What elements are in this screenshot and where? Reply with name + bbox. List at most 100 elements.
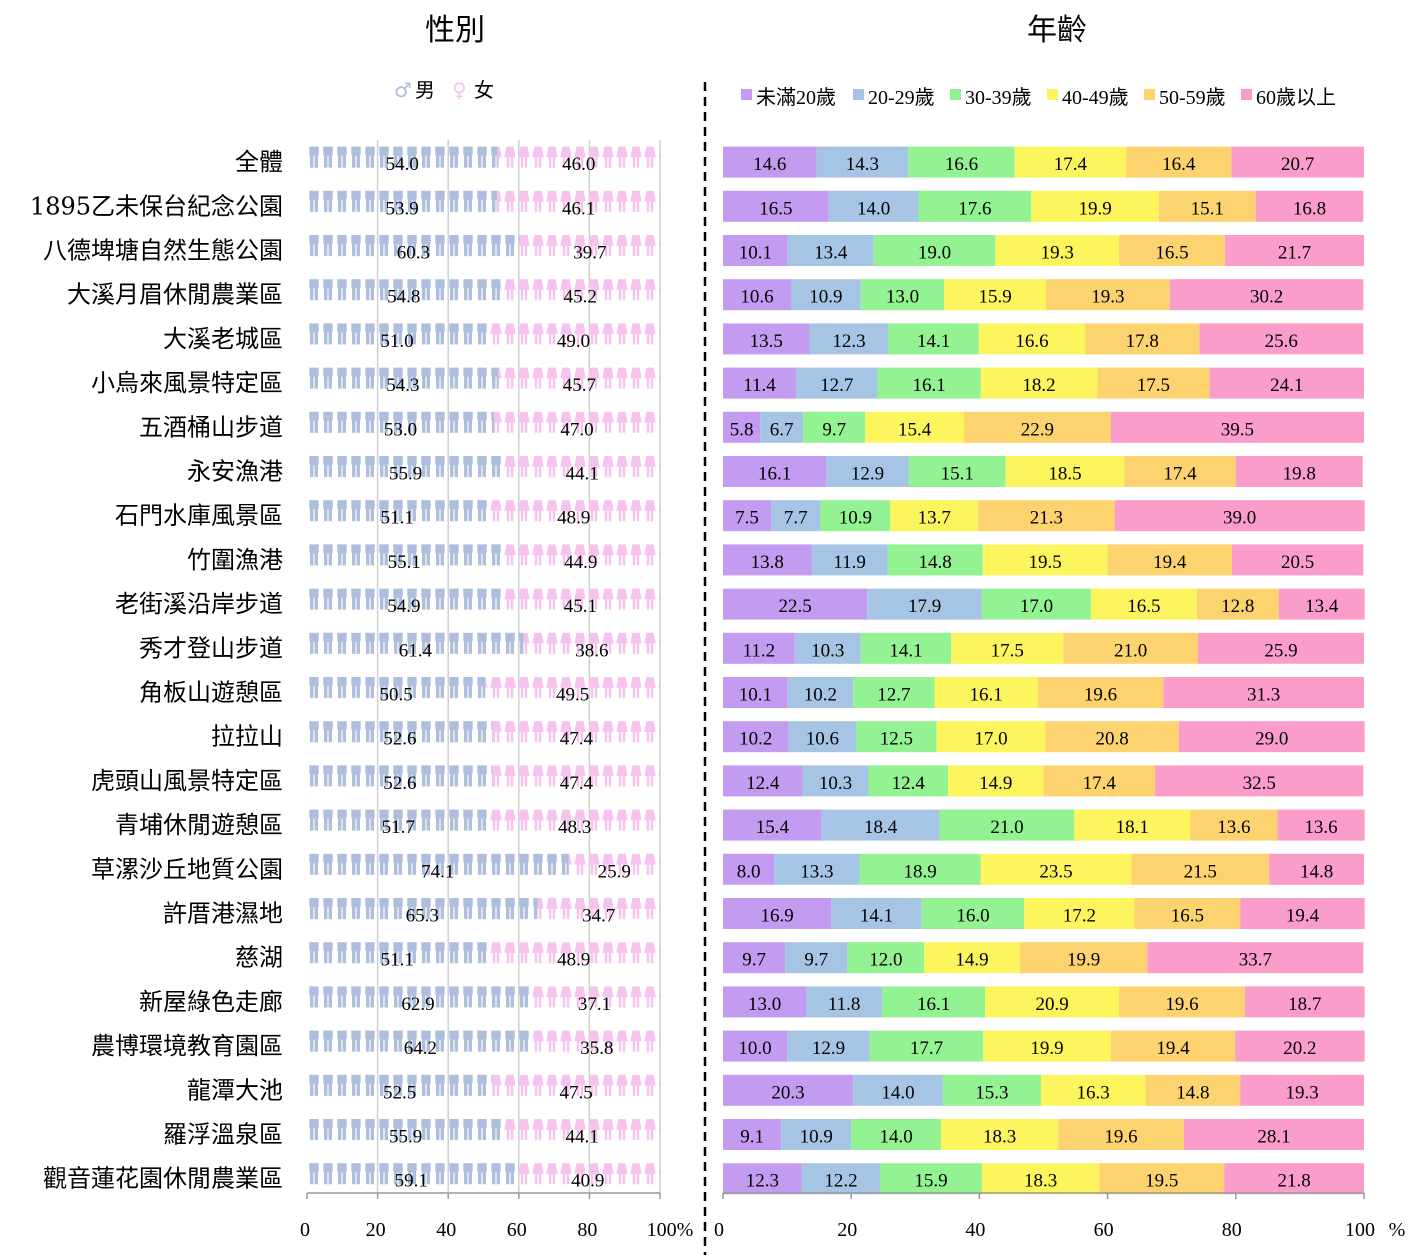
age-bar-segment <box>811 544 888 576</box>
age-value-label: 33.7 <box>1239 950 1272 971</box>
age-value-label: 16.0 <box>956 906 989 927</box>
age-value-label: 16.1 <box>758 464 791 485</box>
age-value-label: 12.9 <box>851 464 884 485</box>
age-bar-segment <box>853 1074 943 1106</box>
age-bar-segment <box>826 456 909 487</box>
age-value-label: 15.1 <box>941 464 974 485</box>
age-value-label: 10.3 <box>811 640 844 661</box>
female-bar <box>500 279 660 311</box>
age-bar-segment <box>1145 1074 1241 1106</box>
age-legend: 未滿20歲 20-29歲 30-39歲 40-49歲 50-59歲 60歲以上 <box>741 86 1336 109</box>
male-value-label: 52.6 <box>383 729 416 750</box>
age-value-label: 12.5 <box>880 729 913 750</box>
age-value-label: 13.6 <box>1217 817 1250 838</box>
age-value-label: 13.6 <box>1304 817 1337 838</box>
age-bar-segment <box>723 279 791 311</box>
age-bar-segment <box>944 279 1047 311</box>
male-bar <box>307 411 495 443</box>
gender-tick-label: 20 <box>366 1219 386 1241</box>
age-value-label: 19.3 <box>1091 287 1124 308</box>
male-value-label: 51.0 <box>380 331 413 352</box>
age-bar-segment <box>1124 456 1236 487</box>
age-value-label: 21.0 <box>1114 640 1147 661</box>
age-bar-segment <box>723 1074 854 1106</box>
age-bar-segment <box>856 721 937 753</box>
age-value-label: 18.3 <box>983 1127 1016 1148</box>
age-value-label: 13.7 <box>918 508 951 529</box>
age-value-label: 14.1 <box>889 640 922 661</box>
age-value-label: 13.5 <box>750 331 783 352</box>
age-bar-segment <box>1126 146 1232 178</box>
age-bar-segment <box>723 235 788 266</box>
age-bar-segment <box>785 942 848 974</box>
age-bar-segment <box>1114 500 1365 532</box>
age-value-label: 39.0 <box>1223 508 1256 529</box>
female-value-label: 47.5 <box>560 1082 593 1103</box>
age-bar-segment <box>806 986 882 1018</box>
age-value-label: 16.1 <box>912 375 945 396</box>
age-bar-segment <box>803 411 866 443</box>
female-value-label: 47.0 <box>560 419 593 440</box>
category-label: 許厝港濕地 <box>163 900 283 928</box>
age-value-label: 25.6 <box>1265 331 1298 352</box>
male-bar <box>307 456 505 487</box>
age-value-label: 21.7 <box>1278 243 1311 264</box>
male-bar <box>307 500 488 532</box>
age-bar-segment <box>723 809 822 841</box>
male-bar <box>307 809 490 841</box>
male-bar <box>307 986 530 1018</box>
age-value-label: 15.1 <box>1191 198 1224 219</box>
gender-chart-title: 性別 <box>425 13 485 48</box>
male-bar <box>307 190 498 222</box>
male-value-label: 54.8 <box>387 287 420 308</box>
age-bar-segment <box>1277 809 1365 841</box>
age-bar-segment <box>723 146 817 178</box>
age-value-label: 11.9 <box>833 552 866 573</box>
age-value-label: 19.4 <box>1153 552 1187 573</box>
age-bar-segment <box>890 500 979 532</box>
age-value-label: 14.1 <box>917 331 950 352</box>
female-bar <box>492 765 660 797</box>
category-label: 大溪老城區 <box>163 325 283 353</box>
male-bar <box>307 1030 534 1062</box>
age-bar-segment <box>788 721 857 753</box>
female-bar <box>498 367 660 399</box>
age-bar-segment <box>1037 677 1164 708</box>
age-value-label: 10.9 <box>809 287 842 308</box>
male-value-label: 51.1 <box>381 508 414 529</box>
age-bar-segment <box>1183 1119 1364 1150</box>
male-bar <box>307 279 501 311</box>
legend-swatch-60plus <box>1241 89 1252 100</box>
age-value-label: 16.5 <box>1155 243 1188 264</box>
age-value-label: 13.0 <box>886 287 919 308</box>
legend-swatch-30-39 <box>950 89 961 100</box>
female-bar <box>500 588 660 620</box>
female-bar <box>492 1074 660 1106</box>
age-bar-segment <box>951 632 1064 664</box>
female-value-label: 49.5 <box>556 685 589 706</box>
age-value-label: 17.0 <box>1020 596 1053 617</box>
legend-label-60plus: 60歲以上 <box>1256 86 1336 109</box>
age-value-label: 7.7 <box>784 508 808 529</box>
male-bar <box>307 1119 505 1150</box>
age-value-label: 17.7 <box>910 1038 943 1059</box>
male-bar <box>307 942 488 974</box>
category-label: 老街溪沿岸步道 <box>115 590 283 618</box>
age-bar-segment <box>942 1074 1041 1106</box>
female-bar <box>487 500 660 532</box>
age-tick-label: 60 <box>1094 1219 1114 1241</box>
age-bar-segment <box>794 632 861 664</box>
legend-label-20-29: 20-29歲 <box>868 86 935 109</box>
age-value-label: 10.6 <box>740 287 773 308</box>
male-value-label: 65.3 <box>406 906 439 927</box>
male-value-label: 54.3 <box>386 375 419 396</box>
male-value-label: 51.1 <box>381 950 414 971</box>
age-bar-segment <box>983 1030 1111 1062</box>
category-label: 秀才登山步道 <box>139 634 283 662</box>
age-bar-segment <box>816 146 909 178</box>
age-value-label: 12.4 <box>892 773 926 794</box>
female-value-label: 46.0 <box>562 154 595 175</box>
age-bar-segment <box>940 1119 1059 1150</box>
age-bar-segment <box>723 411 761 443</box>
age-bar-segment <box>723 677 788 708</box>
